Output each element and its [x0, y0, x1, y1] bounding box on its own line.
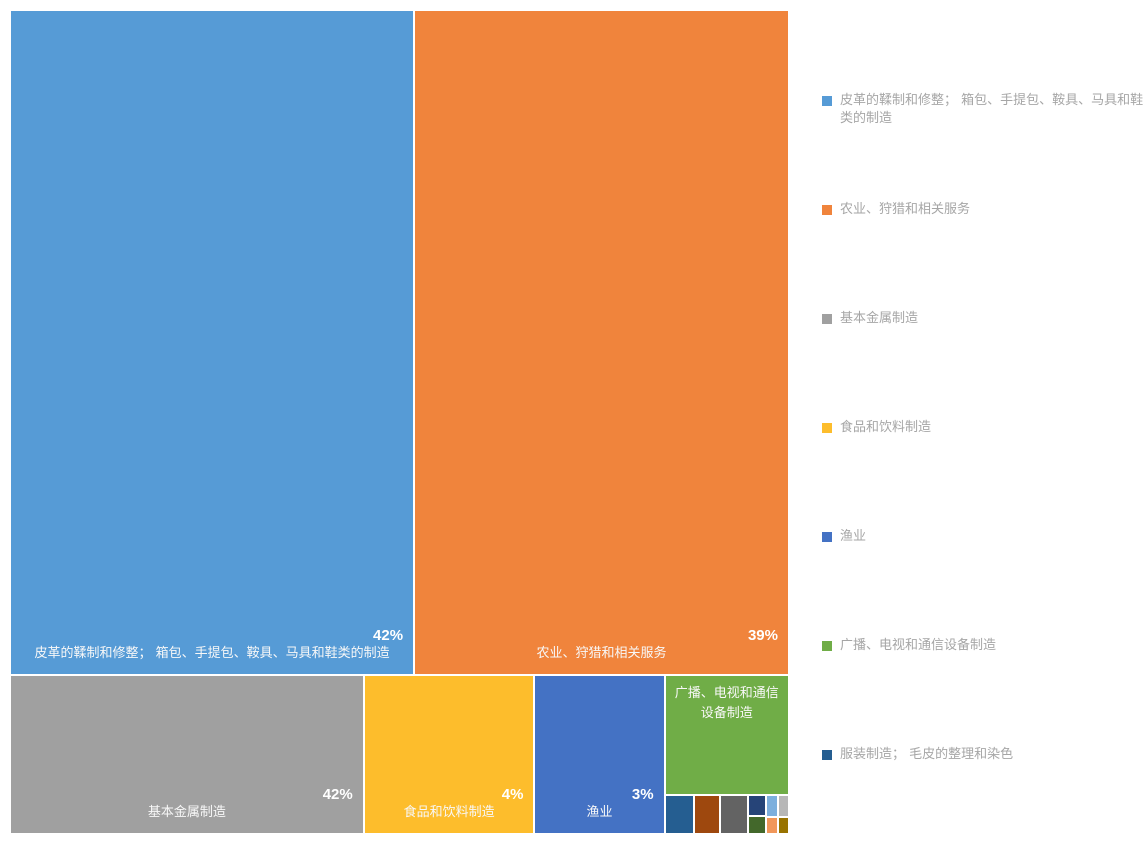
- legend-swatch: [822, 423, 832, 433]
- legend-swatch: [822, 314, 832, 324]
- tile-label: 广播、电视和通信设备制造: [674, 686, 779, 722]
- tile-percent: 39%: [747, 627, 778, 645]
- tile: [665, 795, 694, 833]
- legend-swatch: [822, 205, 832, 215]
- legend-label: 服装制造； 毛皮的整理和染色: [840, 747, 1014, 762]
- legend-label: 基本金属制造: [840, 311, 919, 326]
- legend-swatch: [822, 750, 832, 760]
- tile-label: 渔业: [586, 804, 613, 820]
- tile-label: 食品和饮料制造: [403, 804, 495, 820]
- legend-label: 农业、狩猎和相关服务: [840, 202, 971, 217]
- tile: [767, 818, 777, 833]
- tile: [695, 795, 720, 833]
- tile-percent: 42%: [373, 627, 404, 645]
- tile: [721, 795, 748, 833]
- tile: [778, 818, 788, 833]
- tile-label: 皮革的鞣制和修整； 箱包、手提包、鞍具、马具和鞋类的制造: [34, 646, 390, 662]
- legend-swatch: [822, 532, 832, 542]
- tile: [767, 795, 777, 817]
- legend-item: 皮革的鞣制和修整； 箱包、手提包、鞍具、马具和鞋类的制造: [822, 92, 1148, 201]
- legend-item: 基本金属制造: [822, 310, 1148, 419]
- legend-label: 渔业: [840, 529, 867, 544]
- legend-item: 食品和饮料制造: [822, 419, 1148, 528]
- tile: [778, 795, 788, 817]
- tile-percent: 3%: [631, 785, 654, 803]
- tile: 42% 皮革的鞣制和修整； 箱包、手提包、鞍具、马具和鞋类的制造: [11, 11, 414, 675]
- legend-item: 广播、电视和通信设备制造: [822, 637, 1148, 746]
- legend-swatch: [822, 96, 832, 106]
- tile: [749, 817, 766, 833]
- legend-label: 广播、电视和通信设备制造: [840, 638, 997, 653]
- tile: 39% 农业、狩猎和相关服务: [415, 11, 788, 675]
- legend-item: 渔业: [822, 528, 1148, 637]
- tile: 42% 基本金属制造: [11, 676, 363, 833]
- page: 42% 皮革的鞣制和修整； 箱包、手提包、鞍具、马具和鞋类的制造 39% 农业、狩猎和…: [11, 11, 1144, 833]
- tile-label: 农业、狩猎和相关服务: [536, 646, 667, 662]
- legend-label: 皮革的鞣制和修整； 箱包、手提包、鞍具、马具和鞋类的制造: [840, 93, 1144, 126]
- tile: 3% 渔业: [535, 676, 664, 833]
- tile-percent: 42%: [322, 785, 353, 803]
- legend-label: 食品和饮料制造: [840, 420, 932, 435]
- legend-item: 农业、狩猎和相关服务: [822, 201, 1148, 310]
- tile-label: 基本金属制造: [147, 804, 226, 820]
- tile-percent: 4%: [501, 785, 524, 803]
- legend-item: 服装制造； 毛皮的整理和染色: [822, 746, 1148, 855]
- tile: 广播、电视和通信设备制造: [665, 676, 788, 794]
- tile: [749, 795, 766, 816]
- legend: 皮革的鞣制和修整； 箱包、手提包、鞍具、马具和鞋类的制造农业、狩猎和相关服务 基本…: [822, 92, 1148, 855]
- tile: 4% 食品和饮料制造: [364, 676, 534, 833]
- legend-swatch: [822, 641, 832, 651]
